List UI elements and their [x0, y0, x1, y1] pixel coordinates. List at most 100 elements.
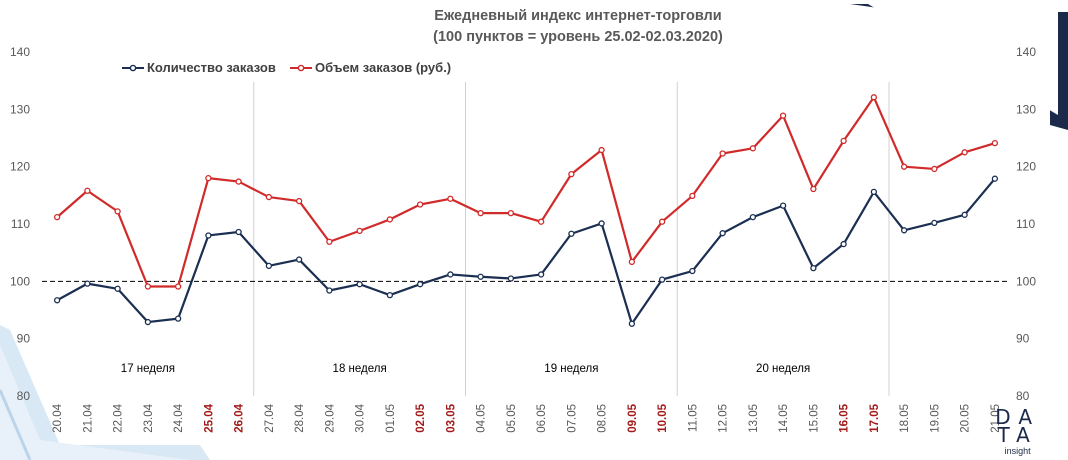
x-tick-label: 12.05 — [718, 404, 730, 433]
series-1-point — [386, 291, 394, 299]
x-tick-label: 15.05 — [808, 404, 820, 433]
series-1-point — [658, 276, 666, 283]
series-1-point — [689, 267, 696, 275]
series-2-point — [174, 283, 182, 290]
x-tick-label: 01.05 — [385, 404, 397, 433]
series-2-point — [991, 140, 999, 147]
x-tick-label: 24.04 — [173, 403, 185, 432]
series-1-point — [779, 202, 787, 209]
x-tick-label: 16.05 — [839, 403, 851, 432]
series-2-point — [144, 283, 152, 290]
series-1-point — [416, 281, 424, 288]
series-2-point — [900, 163, 908, 170]
series-1-point — [537, 271, 545, 278]
series-2-point — [356, 227, 363, 235]
series-1-point — [931, 219, 938, 227]
series-1-point — [840, 240, 847, 248]
series-1-point — [568, 230, 575, 237]
series-2-point — [235, 178, 242, 185]
series-2-point — [416, 201, 424, 208]
legend-label-orders-volume: Объем заказов (руб.) — [315, 60, 451, 75]
series-2-point — [537, 218, 545, 225]
series-2-point — [568, 170, 575, 178]
week-label: 17 неделя — [121, 363, 175, 375]
series-1-point — [114, 285, 121, 292]
series-1-point — [719, 230, 726, 237]
series-2-point — [205, 174, 212, 182]
series-1-point — [235, 228, 242, 236]
y-tick-right: 90 — [1016, 332, 1030, 346]
x-tick-label: 17.05 — [869, 403, 881, 432]
series-1-point — [991, 175, 999, 182]
series-1-point — [749, 213, 757, 221]
series-line-2 — [56, 96, 996, 288]
series-1-point — [870, 188, 878, 196]
x-tick-label: 21.04 — [82, 403, 94, 432]
x-tick-label: 05.05 — [506, 404, 518, 433]
series-1-point — [53, 297, 61, 304]
series-1-point — [174, 315, 182, 322]
x-tick-label: 03.05 — [445, 403, 457, 432]
series-1-point — [810, 264, 817, 272]
y-tick-left: 130 — [10, 102, 30, 116]
series-1-point — [507, 275, 515, 282]
x-tick-label: 08.05 — [597, 404, 609, 433]
x-tick-label: 04.05 — [476, 404, 488, 433]
legend-marker-orders-volume — [297, 64, 305, 72]
series-2-point — [749, 145, 757, 152]
decorative-stroke-bottom-left — [0, 389, 32, 460]
x-tick-label: 19.05 — [929, 404, 941, 433]
x-tick-label: 11.05 — [687, 404, 699, 432]
x-tick-label: 20.04 — [52, 403, 64, 432]
chart-title-line-2: (100 пунктов = уровень 25.02-02.03.2020) — [433, 29, 723, 45]
x-tick-label: 25.04 — [203, 403, 215, 432]
logo-line-2: TA — [997, 423, 1038, 447]
series-2-point — [658, 218, 666, 225]
legend-marker-orders-count — [129, 64, 137, 72]
y-tick-right: 120 — [1016, 160, 1036, 174]
series-1-point — [961, 211, 968, 218]
legend: Количество заказов Объем заказов (руб.) — [122, 60, 451, 75]
series-2-point — [326, 238, 333, 245]
y-tick-right: 110 — [1016, 217, 1035, 231]
data-insight-logo: DA TA insight — [995, 407, 1040, 456]
series-2-point — [719, 150, 726, 157]
logo-word: insight — [1004, 446, 1031, 456]
x-tick-label: 10.05 — [657, 403, 669, 432]
x-tick-label: 07.05 — [566, 404, 578, 433]
series-1-point — [477, 273, 484, 280]
series-2-point — [53, 213, 61, 221]
week-labels: 17 неделя 18 неделя 19 неделя 20 неделя — [121, 363, 810, 375]
week-separators — [253, 82, 890, 396]
x-tick-label: 30.04 — [355, 403, 367, 432]
chart-title-line-1: Ежедневный индекс интернет-торговли — [434, 8, 721, 24]
decorative-corner-bottom-left-inner — [0, 345, 190, 460]
series-1-point — [265, 262, 273, 270]
x-tick-label: 09.05 — [627, 403, 639, 432]
y-tick-right: 100 — [1016, 274, 1036, 288]
series-2-point — [689, 192, 696, 200]
series-2-point — [265, 193, 273, 201]
series-1-point — [598, 220, 605, 227]
x-tick-label: 02.05 — [415, 403, 427, 432]
week-label: 19 неделя — [544, 363, 598, 375]
y-tick-left: 100 — [10, 274, 30, 288]
x-tick-label: 20.05 — [960, 404, 972, 433]
y-tick-left: 140 — [10, 45, 30, 59]
series-2-point — [84, 187, 91, 194]
series-2-point — [779, 112, 787, 119]
series-2-point — [114, 208, 121, 215]
x-tick-label: 18.05 — [899, 404, 911, 433]
x-tick-label: 28.04 — [294, 403, 306, 432]
y-tick-right: 140 — [1016, 45, 1036, 59]
series-1-point — [900, 227, 908, 234]
series-2-point — [628, 258, 636, 265]
series-1-point — [205, 232, 212, 239]
y-axis-left: 80 90 100 110 120 130 140 — [10, 45, 30, 403]
legend-label-orders-count: Количество заказов — [147, 60, 276, 75]
x-tick-label: 23.04 — [143, 403, 155, 432]
y-axis-right: 80 90 100 110 120 130 140 — [1016, 45, 1036, 403]
y-tick-left: 110 — [11, 217, 30, 231]
